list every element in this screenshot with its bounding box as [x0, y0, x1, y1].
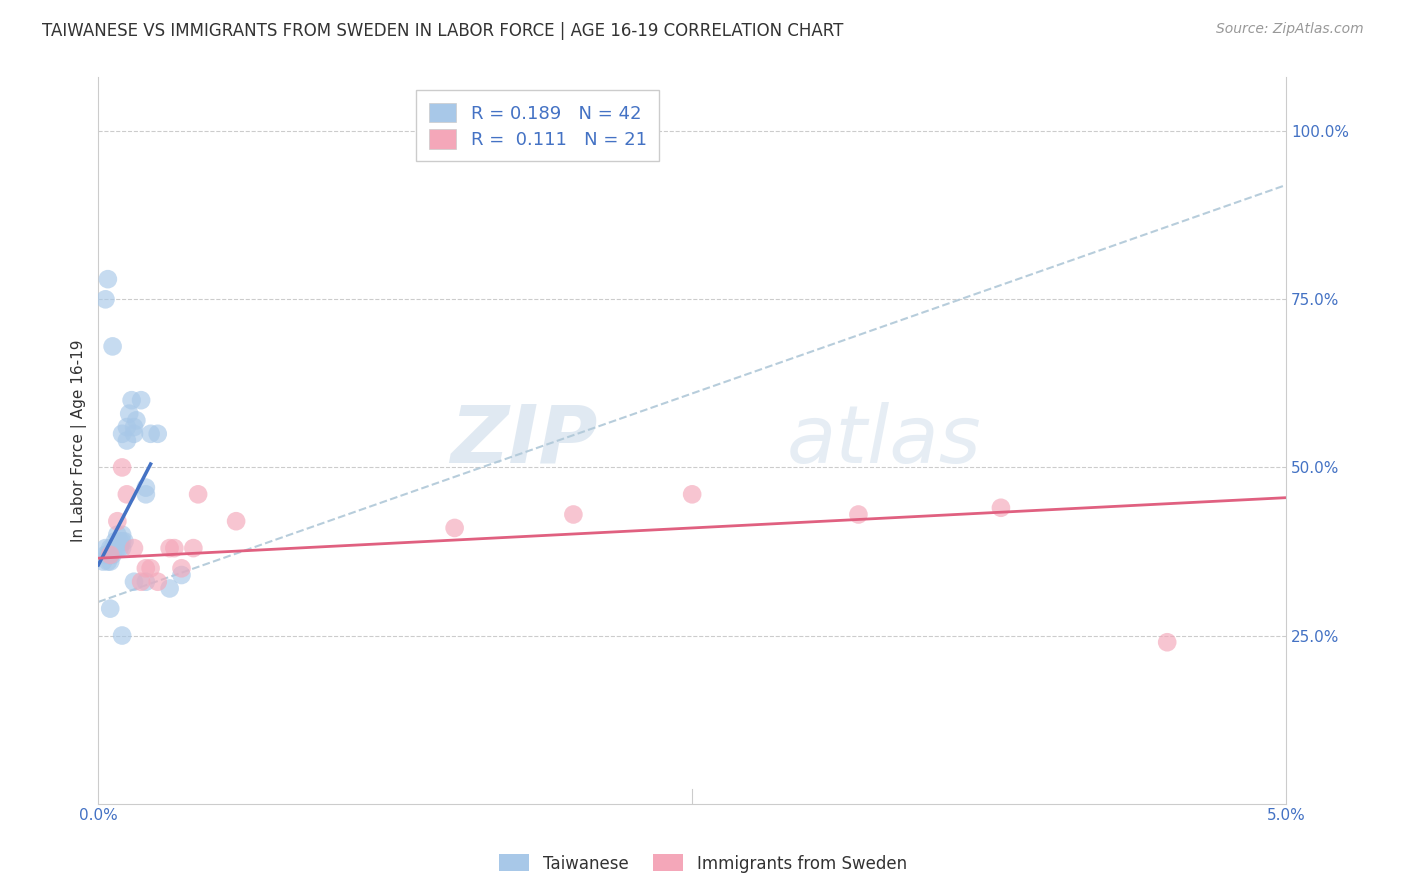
Point: [97, 548, 120, 562]
Point: [111, 628, 134, 642]
Point: [105, 514, 128, 528]
Text: ZIP: ZIP: [450, 401, 598, 480]
Point: [848, 508, 870, 522]
Point: [118, 407, 141, 421]
Point: [97, 555, 120, 569]
Point: [98, 541, 121, 555]
Point: [94, 548, 117, 562]
Point: [111, 527, 134, 541]
Point: [94, 541, 117, 555]
Point: [98, 555, 121, 569]
Point: [139, 426, 162, 441]
Point: [146, 426, 169, 441]
Point: [121, 393, 143, 408]
Point: [135, 561, 157, 575]
Text: Source: ZipAtlas.com: Source: ZipAtlas.com: [1216, 22, 1364, 37]
Point: [91, 555, 114, 569]
Point: [98, 548, 121, 562]
Point: [122, 574, 145, 589]
Point: [681, 487, 703, 501]
Point: [115, 420, 138, 434]
Point: [114, 534, 136, 549]
Point: [97, 272, 120, 286]
Point: [990, 500, 1012, 515]
Point: [108, 541, 131, 555]
Point: [183, 541, 205, 555]
Point: [135, 481, 157, 495]
Point: [122, 420, 145, 434]
Legend: R = 0.189   N = 42, R =  0.111   N = 21: R = 0.189 N = 42, R = 0.111 N = 21: [416, 90, 659, 161]
Point: [159, 541, 181, 555]
Point: [122, 541, 145, 555]
Point: [163, 541, 186, 555]
Point: [94, 293, 117, 307]
Point: [101, 339, 124, 353]
Point: [111, 534, 134, 549]
Y-axis label: In Labor Force | Age 16-19: In Labor Force | Age 16-19: [72, 339, 87, 541]
Point: [108, 534, 131, 549]
Point: [98, 601, 121, 615]
Text: atlas: atlas: [787, 401, 981, 480]
Text: TAIWANESE VS IMMIGRANTS FROM SWEDEN IN LABOR FORCE | AGE 16-19 CORRELATION CHART: TAIWANESE VS IMMIGRANTS FROM SWEDEN IN L…: [42, 22, 844, 40]
Point: [170, 561, 193, 575]
Point: [111, 426, 134, 441]
Point: [1156, 635, 1178, 649]
Point: [146, 574, 169, 589]
Point: [562, 508, 585, 522]
Point: [225, 514, 247, 528]
Point: [104, 534, 127, 549]
Legend: Taiwanese, Immigrants from Sweden: Taiwanese, Immigrants from Sweden: [492, 847, 914, 880]
Point: [139, 561, 162, 575]
Point: [125, 413, 148, 427]
Point: [135, 487, 157, 501]
Point: [443, 521, 465, 535]
Point: [129, 574, 152, 589]
Point: [122, 426, 145, 441]
Point: [159, 582, 181, 596]
Point: [101, 541, 124, 555]
Point: [187, 487, 209, 501]
Point: [115, 487, 138, 501]
Point: [104, 541, 127, 555]
Point: [105, 541, 128, 555]
Point: [129, 393, 152, 408]
Point: [111, 460, 134, 475]
Point: [111, 541, 134, 555]
Point: [105, 527, 128, 541]
Point: [98, 548, 121, 562]
Point: [170, 568, 193, 582]
Point: [135, 574, 157, 589]
Point: [115, 434, 138, 448]
Point: [101, 548, 124, 562]
